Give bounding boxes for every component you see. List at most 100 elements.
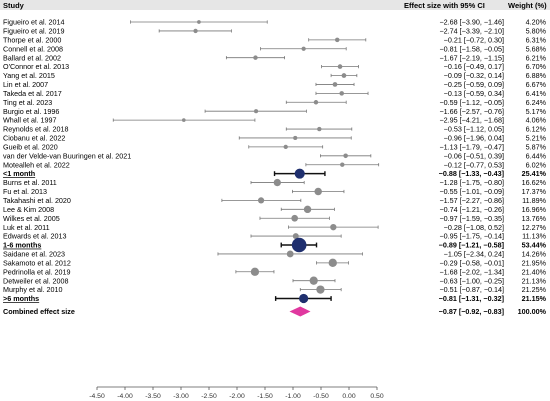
study-label: Whall et al. 1997 [3, 116, 57, 125]
ci-text: −0.12 [−0.77, 0.53] [444, 160, 504, 169]
effect-point [197, 20, 201, 24]
effect-point [313, 100, 319, 105]
weight-text: 4.20% [526, 18, 547, 27]
study-label: Wilkes et al. 2005 [3, 214, 60, 223]
weight-text: 5.21% [526, 134, 547, 143]
weight-text: 6.70% [526, 62, 547, 71]
ci-text: −1.28 [−1.75, −0.80] [439, 178, 504, 187]
effect-point [193, 28, 198, 34]
weight-text: 16.62% [522, 178, 547, 187]
effect-point [334, 37, 340, 43]
combined-ci-text: −0.87 [−0.92, −0.83] [439, 307, 504, 316]
weight-text: 53.44% [522, 241, 547, 250]
ci-text: −0.06 [−0.51, 0.39] [444, 151, 504, 160]
study-label: O'Connor et al. 2013 [3, 62, 69, 71]
x-tick-label: -2.50 [201, 393, 217, 400]
subtotal-point [299, 293, 309, 304]
study-label: Ting et al. 2023 [3, 98, 52, 107]
study-label: Pedrinolla et al. 2019 [3, 267, 71, 276]
x-tick-label: -4.50 [89, 393, 105, 400]
study-label: Ballard et al. 2002 [3, 53, 61, 62]
x-tick-label: -1.50 [257, 393, 273, 400]
study-label: Ciobanu et al. 2022 [3, 134, 65, 143]
effect-point [301, 46, 306, 51]
ci-text: −0.53 [−1.12, 0.05] [444, 125, 504, 134]
study-label: Burgio et al. 1996 [3, 107, 59, 116]
effect-point [343, 153, 348, 159]
weight-text: 6.88% [526, 71, 547, 80]
combined-weight-text: 100.00% [518, 307, 547, 316]
x-tick-label: 0.00 [342, 393, 355, 400]
weight-text: 6.41% [526, 89, 547, 98]
ci-text: −1.66 [−2.57, −0.76] [439, 107, 504, 116]
effect-point [339, 91, 344, 96]
weight-text: 6.67% [526, 80, 547, 89]
effect-point [292, 233, 299, 240]
study-label: Murphy et al. 2010 [3, 285, 63, 294]
ci-text: −0.96 [−1.96, 0.04] [444, 134, 504, 143]
ci-text: −0.16 [−0.49, 0.17] [444, 62, 504, 71]
effect-point [317, 126, 322, 132]
study-label: van der Velde-van Buuringen et al. 2021 [3, 151, 131, 160]
effect-point [293, 135, 298, 141]
study-label: Edwards et al. 2013 [3, 232, 67, 241]
ci-text: −0.13 [−0.59, 0.34] [444, 89, 504, 98]
subtotal-label: >6 months [3, 294, 39, 303]
header-study: Study [3, 1, 25, 10]
weight-text: 25.41% [522, 169, 547, 178]
ci-text: −0.74 [−1.21, −0.26] [439, 205, 504, 214]
study-label: Luk et al. 2011 [3, 223, 50, 232]
header-weight: Weight (%) [508, 1, 547, 10]
weight-text: 16.96% [522, 205, 547, 214]
weight-text: 6.21% [526, 53, 547, 62]
effect-point [328, 258, 337, 268]
effect-point [316, 285, 325, 294]
ci-text: −0.89 [−1.21, −0.58] [439, 241, 504, 250]
study-label: Gueib et al. 2020 [3, 142, 58, 151]
subtotal-label: 1-6 months [3, 241, 41, 250]
study-label: Figueiro et al. 2019 [3, 27, 65, 36]
study-label: Reynolds et al. 2018 [3, 125, 69, 134]
effect-point [330, 224, 337, 231]
ci-text: −1.57 [−2.27, −0.86] [439, 196, 504, 205]
effect-point [273, 178, 281, 187]
study-label: Yang et al. 2015 [3, 71, 55, 80]
x-tick-label: -3.50 [145, 393, 161, 400]
subtotal-point [294, 168, 305, 179]
weight-text: 21.25% [522, 285, 547, 294]
weight-text: 6.44% [526, 151, 547, 160]
weight-text: 13.76% [522, 214, 547, 223]
study-label: Burns et al. 2011 [3, 178, 57, 187]
x-tick-label: -4.00 [117, 393, 133, 400]
study-label: Takahashi et al. 2020 [3, 196, 71, 205]
weight-text: 21.95% [522, 258, 547, 267]
study-label: Saidane et al. 2023 [3, 250, 65, 259]
weight-text: 6.12% [526, 125, 547, 134]
ci-text: −0.88 [−1.33, −0.43] [439, 169, 504, 178]
effect-point [314, 187, 322, 196]
x-tick-label: -2.00 [229, 393, 245, 400]
ci-text: −0.28 [−1.08, 0.52] [444, 223, 504, 232]
weight-text: 6.31% [526, 35, 547, 44]
ci-text: −0.81 [−1.58, −0.05] [439, 44, 504, 53]
subtotal-point [291, 237, 307, 253]
ci-text: −0.95 [−1.75, −0.14] [439, 232, 504, 241]
effect-point [291, 214, 299, 222]
combined-label: Combined effect size [3, 307, 75, 316]
study-label: Fu et al. 2013 [3, 187, 47, 196]
weight-text: 14.26% [522, 250, 547, 259]
header-background [0, 0, 550, 10]
weight-text: 5.80% [526, 27, 547, 36]
effect-point [337, 64, 343, 69]
ci-text: −1.13 [−1.79, −0.47] [439, 142, 504, 151]
effect-point [309, 276, 318, 285]
study-label: Detweiler et al. 2008 [3, 276, 69, 285]
ci-text: −2.74 [−3.39, −2.10] [439, 27, 504, 36]
study-label: Lin et al. 2007 [3, 80, 48, 89]
weight-text: 11.89% [522, 196, 546, 205]
ci-text: −0.63 [−1.00, −0.25] [439, 276, 504, 285]
study-label: Figueiro et al. 2014 [3, 18, 65, 27]
ci-text: −0.81 [−1.31, −0.32] [439, 294, 504, 303]
x-axis: -4.50 -4.00 -3.50 -3.00 -2.50 -2.00 -1.50 -1.00… [89, 386, 384, 400]
